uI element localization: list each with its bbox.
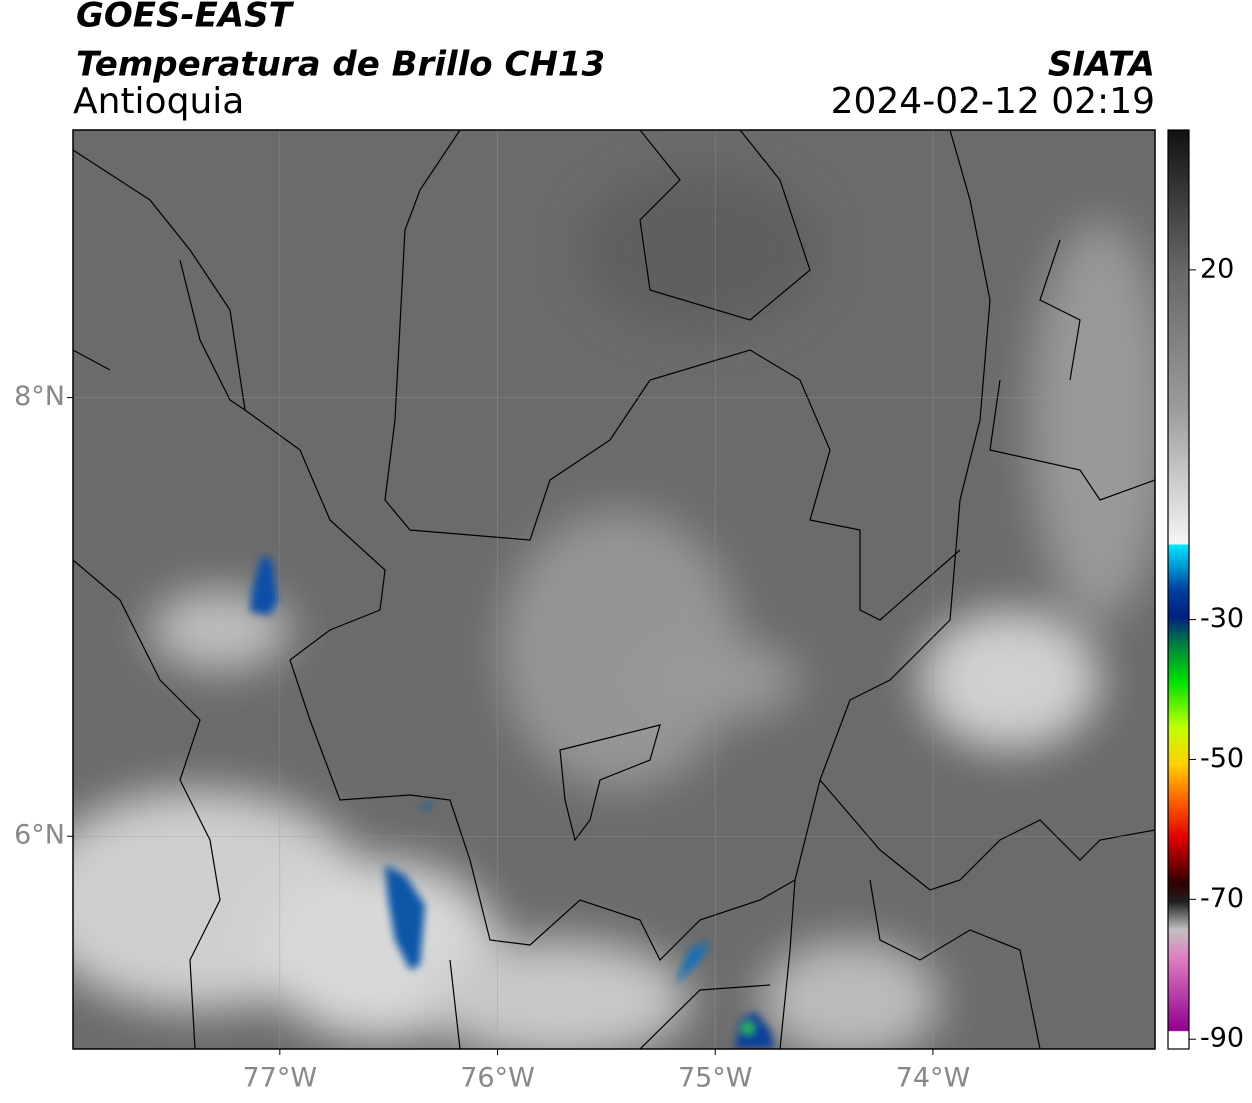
y-tick-label: 6°N (14, 820, 65, 851)
x-tick-label: 77°W (243, 1063, 318, 1094)
x-tick-label: 76°W (460, 1063, 535, 1094)
colorbar-tick-label: -50 (1200, 743, 1244, 774)
map-frame (72, 129, 1156, 1050)
colorbar (1167, 129, 1190, 1050)
colorbar-tick-label: -30 (1200, 603, 1244, 634)
timestamp: 2024-02-12 02:19 (831, 81, 1155, 122)
satellite-title: GOES-EAST (76, 0, 295, 36)
x-tick-label: 75°W (678, 1063, 753, 1094)
agency-label: SIATA (1048, 45, 1155, 85)
colorbar-tick-label: -90 (1200, 1023, 1244, 1054)
colorbar-tick-label: 20 (1200, 253, 1234, 284)
x-tick-label: 74°W (896, 1063, 971, 1094)
grid (73, 130, 1155, 1049)
region-label: Antioquia (73, 81, 244, 122)
product-title: Temperatura de Brillo CH13 (76, 45, 605, 85)
colorbar-tick-label: -70 (1200, 883, 1244, 914)
satellite-image (73, 130, 1155, 1049)
y-tick-label: 8°N (14, 381, 65, 412)
